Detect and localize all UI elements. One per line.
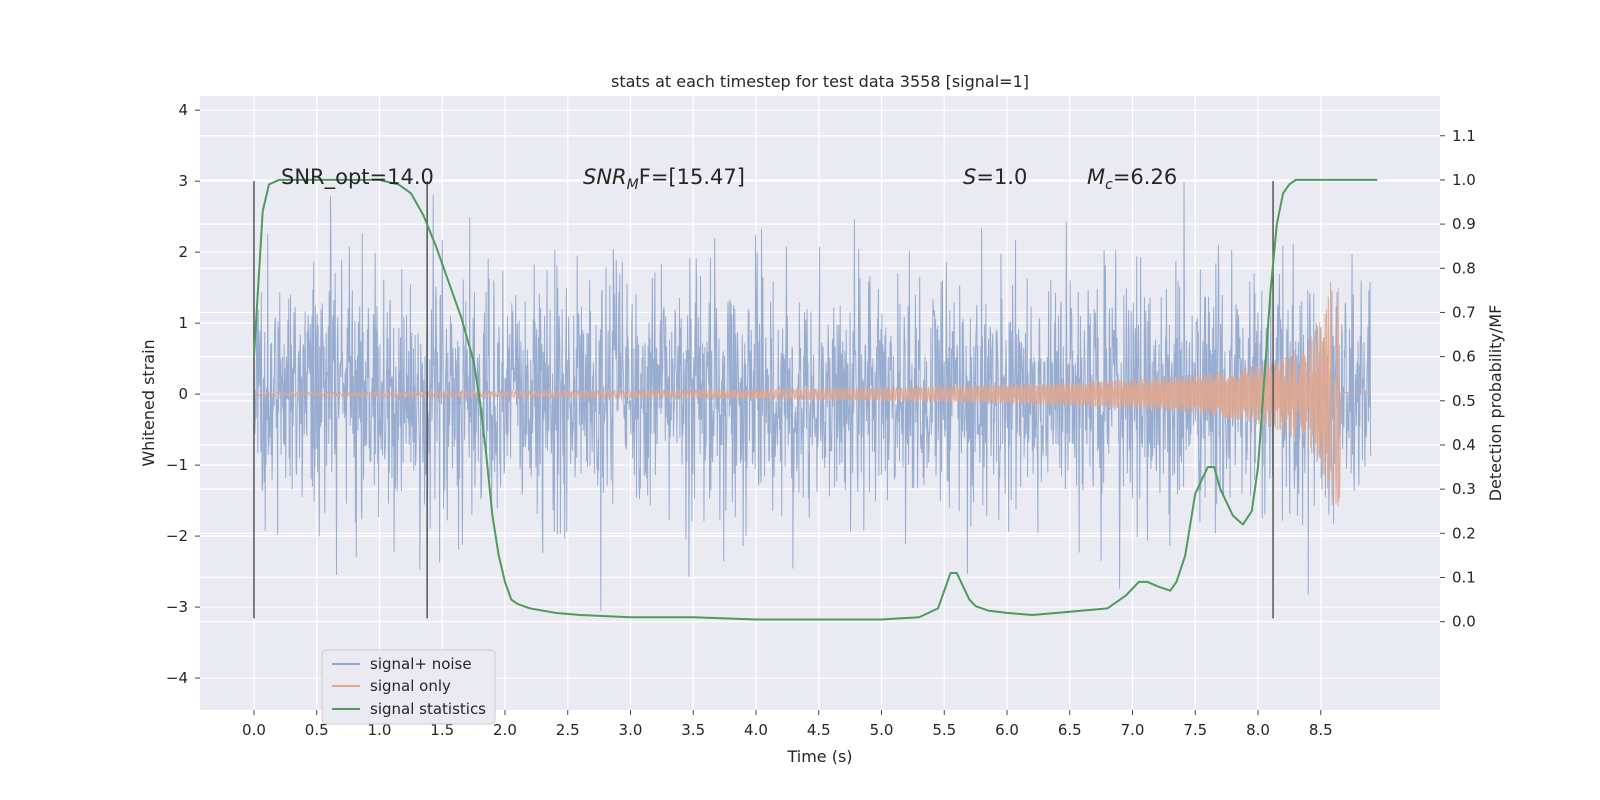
y-tick-label-left: 4 <box>178 101 188 119</box>
y-tick-label-left: 0 <box>178 385 188 403</box>
annotation-mc-sub: c <box>1105 177 1113 193</box>
y-tick-label-right: 1.0 <box>1452 171 1476 189</box>
y-axis-label-right: Detection probability/MF <box>1486 305 1505 502</box>
x-tick-label: 0.5 <box>305 721 329 739</box>
series-signal-noise <box>253 181 1372 611</box>
y-tick-label-right: 0.9 <box>1452 215 1476 233</box>
x-tick-label: 8.0 <box>1246 721 1270 739</box>
annotation-mc-val: =6.26 <box>1113 165 1177 189</box>
y-tick-label-right: 0.7 <box>1452 303 1476 321</box>
y-tick-label-left: −2 <box>166 527 188 545</box>
x-tick-label: 3.0 <box>619 721 643 739</box>
x-tick-label: 8.5 <box>1309 721 1333 739</box>
annotation-snr-mf-base: SNR <box>583 165 627 189</box>
x-tick-label: 1.0 <box>368 721 392 739</box>
y-tick-label-left: −1 <box>166 456 188 474</box>
annotation-mc: Mc=6.26 <box>1087 165 1177 193</box>
x-tick-label: 1.5 <box>430 721 454 739</box>
x-tick-label: 3.5 <box>681 721 705 739</box>
y-tick-label-left: −4 <box>166 669 188 687</box>
x-tick-label: 0.0 <box>242 721 266 739</box>
axis-ticks: 0.0 0.5 1.0 1.5 2.0 2.5 3.0 3.5 4.0 4.5 5.0 5.5 6.0 6… <box>166 101 1476 739</box>
x-tick-label: 6.5 <box>1058 721 1082 739</box>
x-tick-label: 7.5 <box>1183 721 1207 739</box>
signal-only-line <box>253 281 1371 507</box>
x-tick-label: 2.5 <box>556 721 580 739</box>
annotation-s-val: =1.0 <box>976 165 1027 189</box>
y-tick-label-left: 1 <box>178 314 188 332</box>
y-tick-label-right: 0.0 <box>1452 613 1476 631</box>
legend: signal+ noise signal only signal statist… <box>321 649 496 725</box>
legend-label-signal-noise: signal+ noise <box>370 655 472 673</box>
legend-label-signal-statistics: signal statistics <box>370 700 486 718</box>
annotation-snr-mf: SNRMF=[15.47] <box>583 165 745 193</box>
y-tick-label-right: 0.6 <box>1452 348 1476 366</box>
y-tick-label-right: 0.1 <box>1452 568 1476 586</box>
x-tick-label: 4.0 <box>744 721 768 739</box>
signal-statistics-line <box>252 178 1378 621</box>
x-tick-label: 7.0 <box>1121 721 1145 739</box>
x-tick-label: 4.5 <box>807 721 831 739</box>
y-tick-label-left: −3 <box>166 598 188 616</box>
annotation-snr-mf-sub: M <box>627 177 639 193</box>
annotation-s-sym: S <box>963 165 976 189</box>
y-tick-label-right: 0.5 <box>1452 392 1476 410</box>
annotation-snr-opt: SNR_opt=14.0 <box>281 165 434 190</box>
y-axis-label-left: Whitened strain <box>139 339 158 466</box>
signal-noise-line <box>253 181 1372 611</box>
legend-box <box>321 649 496 725</box>
chart-title: stats at each timestep for test data 355… <box>611 72 1029 91</box>
x-axis-label: Time (s) <box>786 747 852 766</box>
y-tick-label-right: 0.8 <box>1452 259 1476 277</box>
series-signal-statistics <box>252 178 1378 621</box>
x-tick-label: 2.0 <box>493 721 517 739</box>
y-tick-label-right: 0.4 <box>1452 436 1476 454</box>
annotation-s: S=1.0 <box>963 165 1027 189</box>
legend-label-signal-only: signal only <box>370 677 451 695</box>
x-tick-label: 5.0 <box>870 721 894 739</box>
y-tick-label-left: 2 <box>178 243 188 261</box>
annotation-snr-mf-rest: F=[15.47] <box>639 165 745 189</box>
x-tick-label: 6.0 <box>995 721 1019 739</box>
y-tick-label-right: 0.3 <box>1452 480 1476 498</box>
annotation-mc-sym: M <box>1087 165 1105 189</box>
y-tick-label-right: 1.1 <box>1452 127 1476 145</box>
y-tick-label-left: 3 <box>178 172 188 190</box>
y-tick-label-right: 0.2 <box>1452 524 1476 542</box>
series-signal-only <box>253 281 1371 507</box>
x-tick-label: 5.5 <box>932 721 956 739</box>
